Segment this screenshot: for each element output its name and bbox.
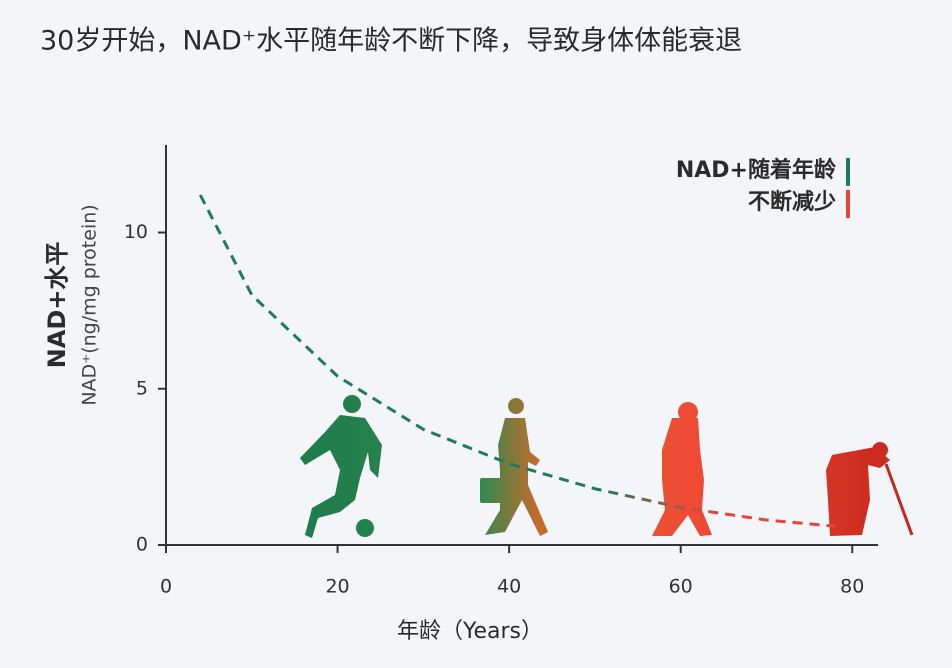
y-tick-label: 0 [136,534,148,556]
legend-text: 不断减少 [748,189,836,215]
chart-title: 30岁开始，NAD⁺水平随年龄不断下降，导致身体体能衰退 [40,26,742,57]
walker-figure [480,398,548,536]
x-tick-label: 60 [669,576,693,598]
figures [300,395,914,538]
x-tick-label: 40 [497,576,521,598]
legend-swatch [846,190,850,218]
elder-figure [652,402,712,536]
y-tick-label: 10 [124,221,148,243]
y-axis-label: NAD+水平 [43,242,71,369]
x-tick-label: 20 [325,576,349,598]
x-tick-label: 0 [160,576,172,598]
player-figure [300,395,382,538]
y-tick-label: 5 [136,377,148,399]
x-axis-label: 年龄（Years） [397,619,543,644]
legend-swatch [846,158,850,186]
x-tick-label: 80 [840,576,864,598]
old-man-figure [826,442,914,536]
y-axis-sublabel: NAD⁺(ng/mg protein) [79,204,101,405]
legend-text: NAD+随着年龄 [676,157,837,183]
